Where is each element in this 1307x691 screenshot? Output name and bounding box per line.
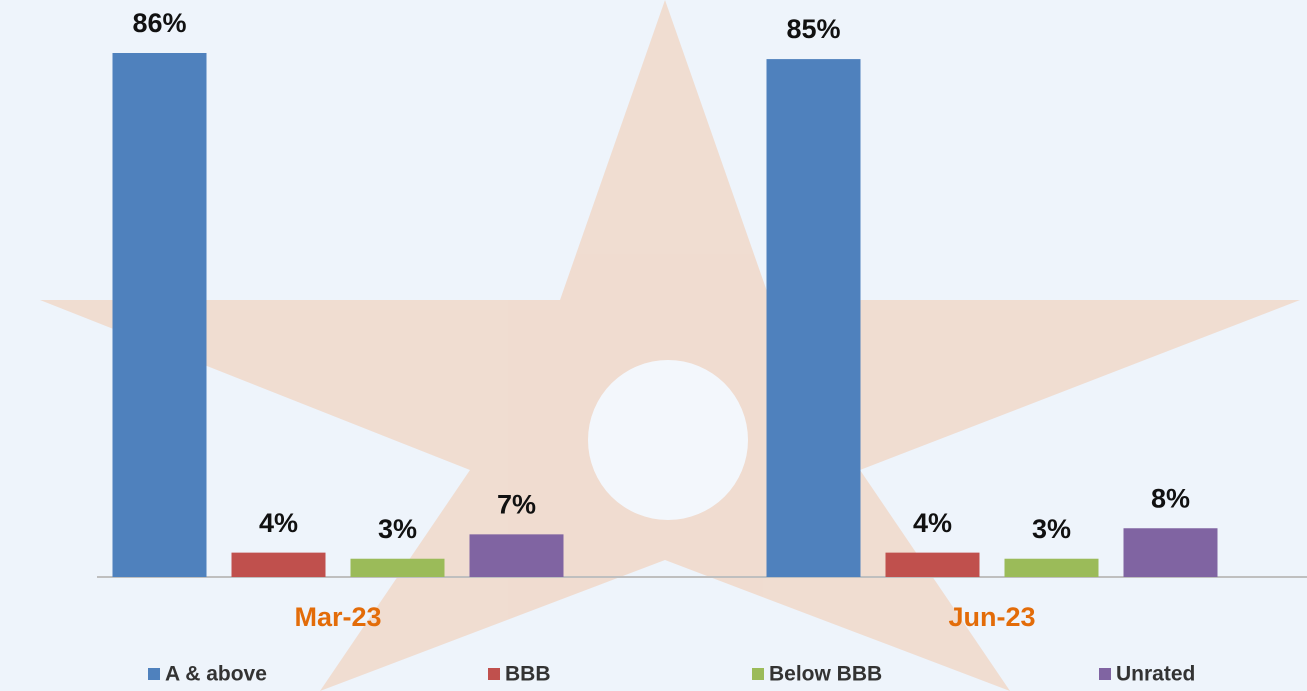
category-label: Mar-23 bbox=[294, 602, 381, 632]
bar bbox=[231, 552, 326, 577]
bar bbox=[350, 558, 445, 577]
value-label: 85% bbox=[786, 14, 840, 44]
legend-label: A & above bbox=[165, 663, 267, 686]
legend-label: BBB bbox=[505, 663, 551, 686]
value-label: 7% bbox=[497, 489, 536, 519]
legend-swatch bbox=[488, 668, 500, 680]
category-label: Jun-23 bbox=[948, 602, 1035, 632]
watermark bbox=[40, 0, 1300, 691]
bar bbox=[469, 534, 564, 577]
value-label: 86% bbox=[132, 8, 186, 38]
legend-label: Unrated bbox=[1116, 663, 1195, 686]
bar bbox=[766, 59, 861, 578]
value-label: 4% bbox=[913, 508, 952, 538]
bar bbox=[112, 53, 207, 577]
bar bbox=[885, 552, 980, 577]
legend-swatch bbox=[1099, 668, 1111, 680]
value-label: 8% bbox=[1151, 483, 1190, 513]
legend-label: Below BBB bbox=[769, 663, 882, 686]
value-label: 3% bbox=[378, 514, 417, 544]
legend-swatch bbox=[148, 668, 160, 680]
legend-swatch bbox=[752, 668, 764, 680]
value-label: 4% bbox=[259, 508, 298, 538]
bar bbox=[1004, 558, 1099, 577]
bar bbox=[1123, 528, 1218, 577]
value-label: 3% bbox=[1032, 514, 1071, 544]
